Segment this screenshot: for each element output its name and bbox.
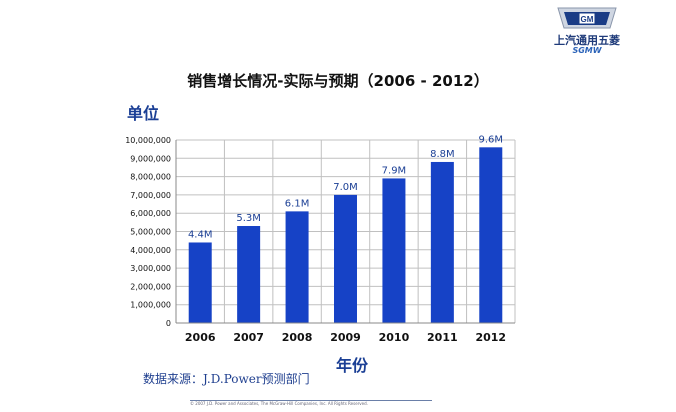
footer-divider (190, 400, 432, 401)
bar-2009 (334, 194, 357, 323)
x-tick-label: 2011 (427, 331, 458, 344)
bar-2010 (382, 178, 406, 323)
data-label: 8.8M (430, 149, 455, 160)
data-label: 7.9M (382, 165, 407, 176)
logo-badge-text: GM (581, 15, 594, 24)
bar-2011 (430, 161, 454, 323)
y-tick-label: 0 (166, 319, 171, 328)
data-label: 9.6M (479, 134, 504, 145)
x-axis-title: 年份 (336, 356, 369, 375)
x-tick-label: 2009 (330, 331, 361, 344)
y-tick-label: 5,000,000 (130, 228, 171, 237)
brand-name: 上汽通用五菱 (554, 34, 620, 47)
y-tick-label: 6,000,000 (130, 209, 171, 218)
brand-logo: GM 上汽通用五菱 SGMW (552, 4, 622, 60)
gm-emblem-icon: GM (557, 7, 617, 29)
y-axis-title: 单位 (127, 104, 160, 123)
data-label: 6.1M (285, 198, 310, 209)
bar-2006 (188, 242, 212, 323)
x-tick-label: 2012 (475, 331, 506, 344)
data-label: 7.0M (333, 182, 358, 193)
source-note: 数据来源：J.D.Power预测部门 (143, 372, 310, 386)
x-tick-label: 2010 (379, 331, 410, 344)
y-tick-label: 9,000,000 (130, 154, 171, 163)
x-tick-label: 2006 (185, 331, 216, 344)
y-tick-label: 2,000,000 (130, 282, 171, 291)
x-tick-label: 2007 (233, 331, 264, 344)
y-tick-label: 3,000,000 (130, 264, 171, 273)
chart-title: 销售增长情况-实际与预期（2006 - 2012） (187, 72, 489, 90)
y-tick-label: 7,000,000 (130, 191, 171, 200)
x-tick-label: 2008 (282, 331, 313, 344)
data-label: 4.4M (188, 229, 213, 240)
y-tick-label: 4,000,000 (130, 246, 171, 255)
bar-2007 (237, 226, 261, 323)
brand-sub: SGMW (572, 46, 602, 55)
y-tick-label: 1,000,000 (130, 301, 171, 310)
bar-2012 (479, 147, 503, 323)
y-tick-label: 10,000,000 (125, 136, 171, 145)
y-tick-label: 8,000,000 (130, 173, 171, 182)
copyright-footer: © 2007 J.D. Power and Associates, The Mc… (190, 401, 368, 406)
data-label: 5.3M (236, 213, 261, 224)
bar-2008 (285, 211, 309, 323)
